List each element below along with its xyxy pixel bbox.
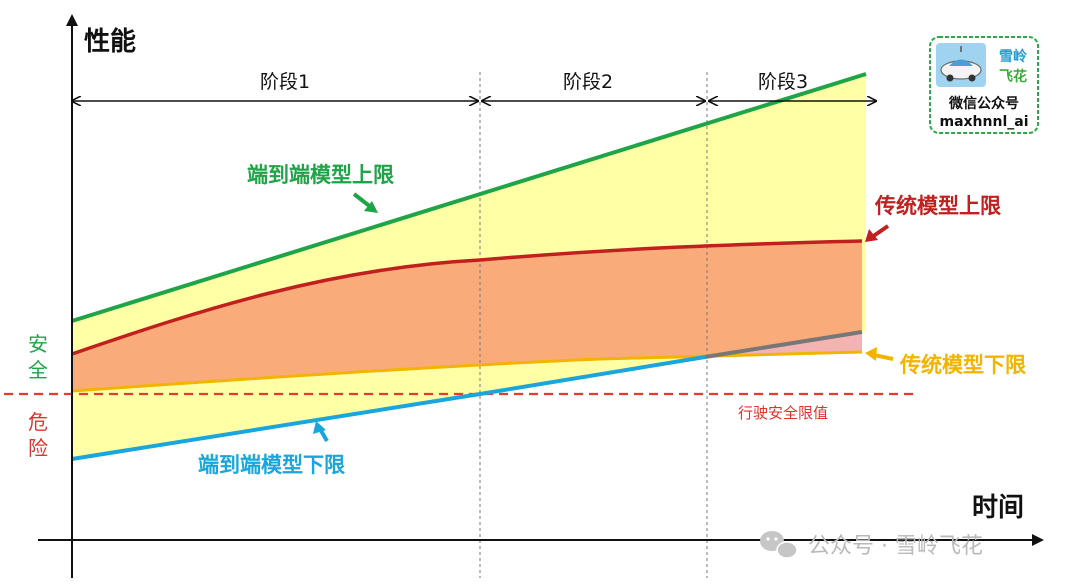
car-logo-icon (936, 43, 986, 87)
traditional-upper-pointer (865, 224, 890, 242)
danger-label-char-1: 危 (28, 410, 48, 434)
phase-2-label: 阶段2 (563, 71, 613, 93)
e2e-lower-line-tail (704, 330, 863, 359)
logo-caption: 微信公众号 (948, 95, 1019, 112)
phase-1-label: 阶段1 (260, 71, 310, 93)
x-axis-title: 时间 (972, 493, 1024, 523)
logo-name-line-2: 飞花 (999, 68, 1027, 85)
traditional-band-fill (72, 241, 862, 391)
wechat-icon (760, 531, 798, 559)
safe-label-char-2: 全 (28, 358, 48, 382)
e2e-lower-pointer (313, 421, 329, 443)
y-axis-title: 性能 (84, 26, 136, 57)
danger-label-char-2: 险 (28, 436, 48, 460)
watermark-text: 公众号 · 雪岭飞花 (808, 534, 983, 559)
watermark: 公众号 · 雪岭飞花 (760, 531, 983, 559)
e2e-upper-line (71, 72, 867, 323)
logo-account-id: maxhnnl_ai (939, 114, 1028, 130)
logo-name-line-1: 雪岭 (999, 48, 1027, 65)
traditional-lower-curve (71, 350, 863, 393)
e2e-lower-label: 端到端模型下限 (198, 453, 345, 477)
e2e-upper-pointer (352, 192, 378, 213)
traditional-upper-curve (71, 239, 863, 356)
traditional-upper-label: 传统模型上限 (874, 194, 1001, 218)
safe-label-char-1: 安 (28, 332, 48, 356)
e2e-upper-label: 端到端模型上限 (247, 163, 394, 187)
traditional-lower-label: 传统模型下限 (899, 353, 1026, 377)
e2e-lower-line (71, 355, 706, 461)
phase-3-label: 阶段3 (758, 71, 808, 93)
account-logo: 雪岭 飞花 微信公众号 maxhnnl_ai (929, 36, 1039, 134)
traditional-lower-pointer (865, 347, 894, 361)
safety-limit-label: 行驶安全限值 (738, 404, 828, 422)
